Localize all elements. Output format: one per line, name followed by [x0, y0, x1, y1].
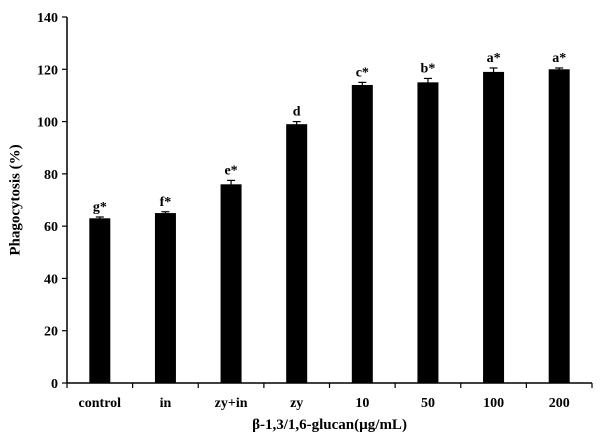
significance-label: f* [160, 195, 172, 210]
bar [155, 213, 176, 383]
x-tick-label: 100 [483, 396, 504, 411]
significance-label: e* [224, 163, 237, 178]
significance-label: b* [421, 61, 436, 76]
y-ticks: 0 20 40 60 80 100 120 140 [37, 11, 67, 392]
y-tick-label: 40 [44, 272, 58, 287]
bar [89, 218, 110, 383]
y-tick-label: 0 [51, 377, 58, 392]
y-tick-label: 120 [37, 63, 58, 78]
x-tick-label: 10 [355, 396, 369, 411]
x-tick-label: 50 [421, 396, 435, 411]
bar [483, 72, 504, 383]
bar [417, 82, 438, 383]
bar [352, 85, 373, 383]
bar [221, 184, 242, 383]
y-tick-label: 140 [37, 11, 58, 26]
y-axis-group: 0 20 40 60 80 100 120 140 [37, 11, 67, 392]
significance-label: c* [356, 65, 369, 80]
x-axis-group: control in zy+in zy 10 50 100 200 [67, 383, 592, 411]
x-tick-label: zy+in [215, 396, 248, 411]
bar [549, 69, 570, 383]
x-tick-label: control [79, 396, 122, 411]
significance-label: a* [487, 51, 501, 66]
x-axis-title: β-1,3/1,6-glucan(µg/mL) [252, 417, 407, 433]
x-tick-label: 200 [549, 396, 570, 411]
significance-label: a* [552, 51, 566, 66]
significance-label: d [293, 105, 301, 120]
x-tick-label: zy [290, 396, 303, 411]
y-tick-label: 20 [44, 325, 58, 340]
y-tick-label: 100 [37, 116, 58, 131]
significance-label: g* [93, 200, 107, 215]
bars: g* f* e* d c* b* a* a* [89, 51, 569, 383]
x-ticks: control in zy+in zy 10 50 100 200 [67, 383, 592, 411]
y-tick-label: 80 [44, 168, 58, 183]
x-tick-label: in [160, 396, 172, 411]
y-axis-title: Phagocytosis (%) [7, 144, 23, 255]
y-tick-label: 60 [44, 220, 58, 235]
bar [286, 124, 307, 383]
